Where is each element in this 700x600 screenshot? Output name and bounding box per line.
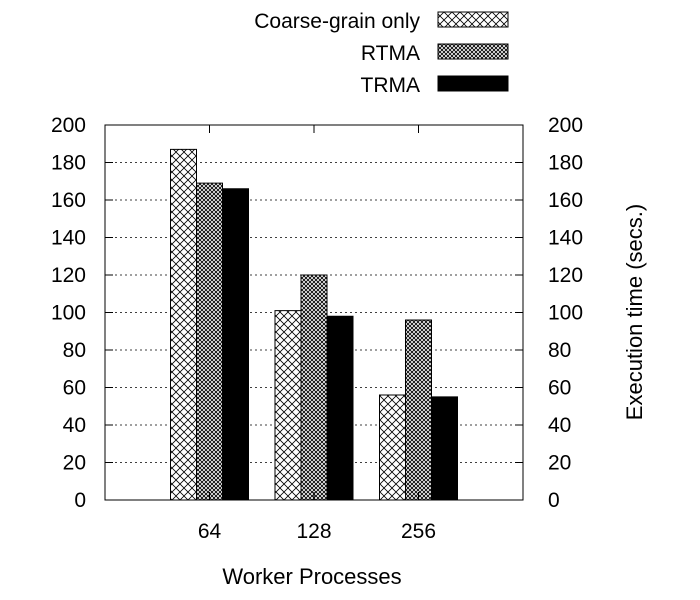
x-axis-label: Worker Processes (222, 564, 401, 589)
y-tick-label-right: 120 (548, 264, 583, 287)
y-tick-label-right: 100 (548, 302, 583, 325)
bar-trma-256 (431, 396, 458, 501)
y-tick-label-right: 160 (548, 189, 583, 212)
y-tick-label: 100 (51, 302, 86, 325)
y-tick-label: 60 (63, 377, 86, 400)
y-tick-label-right: 0 (548, 489, 560, 512)
y-tick-label: 200 (51, 114, 86, 137)
left-y-axis: 0 20 40 60 80 100 120 140 160 180 200 (51, 114, 113, 512)
y-tick-label-right: 200 (548, 114, 583, 137)
legend-label: TRMA (361, 74, 421, 97)
y-tick-label: 0 (74, 489, 86, 512)
y-tick-label-right: 40 (548, 414, 571, 437)
x-tick-label: 256 (401, 520, 436, 543)
legend-swatch (437, 11, 509, 28)
y-tick-label: 120 (51, 264, 86, 287)
legend-swatch (437, 43, 509, 60)
bar-rtma-64 (196, 182, 223, 501)
x-tick-label: 128 (296, 520, 331, 543)
legend: Coarse-grain only RTMA TRMA (254, 10, 509, 97)
y-axis-label: Execution time (secs.) (622, 204, 647, 420)
bar-rtma-128 (300, 274, 328, 501)
right-y-axis: 0 20 40 60 80 100 120 140 160 180 200 (515, 114, 583, 512)
legend-label: Coarse-grain only (254, 10, 420, 33)
y-tick-label-right: 80 (548, 339, 571, 362)
bar-trma-64 (222, 188, 249, 501)
y-tick-label: 40 (63, 414, 86, 437)
bar-trma-128 (326, 315, 354, 501)
bars (170, 148, 458, 501)
y-tick-label: 160 (51, 189, 86, 212)
bar-coarse-grain-only-64 (170, 148, 197, 501)
x-axis: 64 128 256 (198, 125, 436, 543)
y-tick-label: 20 (63, 452, 86, 475)
y-tick-label: 80 (63, 339, 86, 362)
x-tick-label: 64 (198, 520, 222, 543)
legend-label: RTMA (361, 42, 420, 65)
bar-rtma-256 (405, 319, 432, 501)
y-tick-label-right: 180 (548, 152, 583, 175)
y-tick-label-right: 20 (548, 452, 571, 475)
bar-coarse-grain-only-128 (274, 310, 302, 501)
y-tick-label: 140 (51, 227, 86, 250)
y-tick-label-right: 140 (548, 227, 583, 250)
bar-coarse-grain-only-256 (379, 394, 406, 501)
y-tick-label-right: 60 (548, 377, 571, 400)
legend-swatch (437, 75, 509, 92)
y-tick-label: 180 (51, 152, 86, 175)
